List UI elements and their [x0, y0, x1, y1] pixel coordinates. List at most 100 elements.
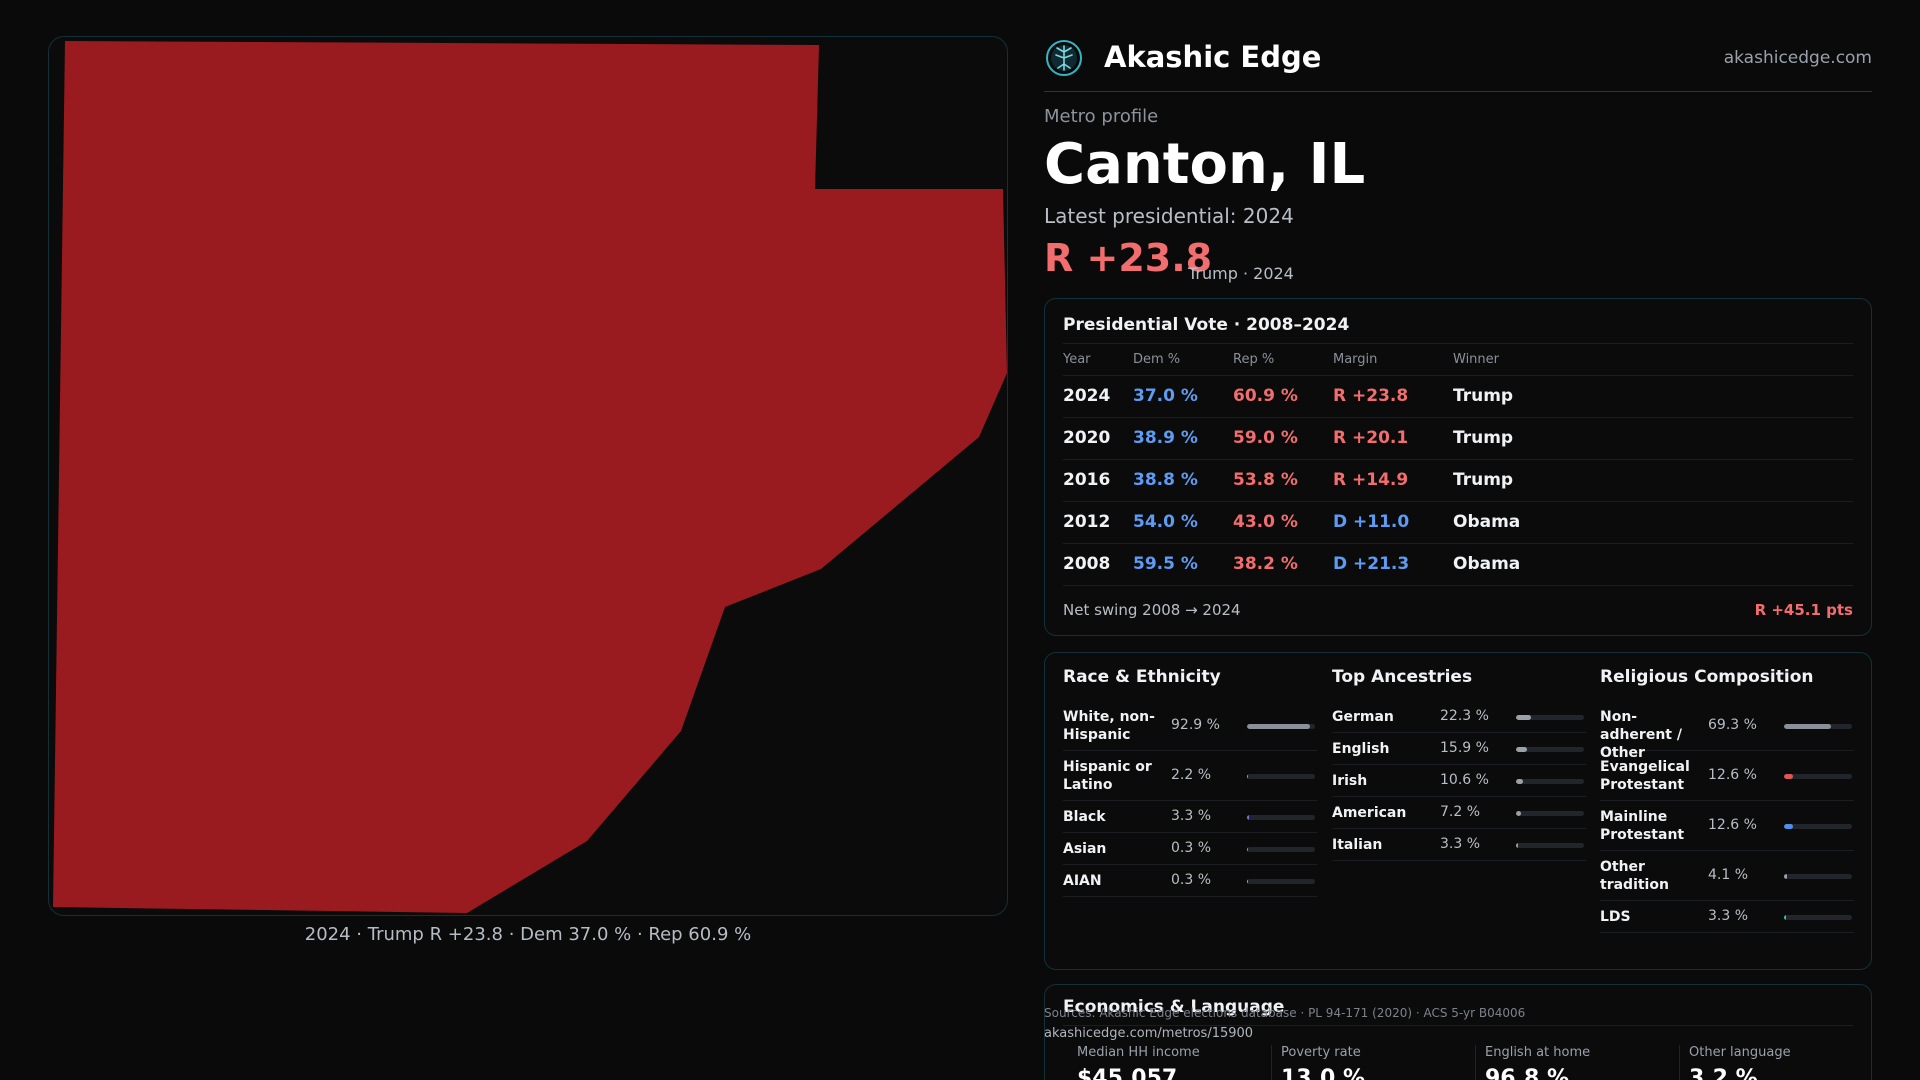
- race-percent: 0.3 %: [1171, 872, 1212, 888]
- ancestry-percent: 10.6 %: [1440, 772, 1489, 788]
- dem-cell: 37.0 %: [1133, 386, 1198, 406]
- year-cell: 2024: [1063, 386, 1111, 406]
- religion-percent: 3.3 %: [1708, 908, 1749, 924]
- economics-language-card: Economics & Language Median HH income $4…: [1044, 984, 1872, 1080]
- map-caption: 2024 · Trump R +23.8 · Dem 37.0 % · Rep …: [304, 924, 752, 945]
- religion-bar-fill: [1784, 824, 1793, 829]
- race-label: Black: [1063, 809, 1106, 825]
- race-bar: [1247, 879, 1315, 884]
- religion-bar: [1784, 824, 1852, 829]
- ancestry-bar: [1516, 811, 1584, 816]
- vote-table-header: Year Dem % Rep % Margin Winner: [1063, 344, 1853, 376]
- race-row: Hispanic or Latino 2.2 %: [1063, 751, 1317, 801]
- ancestry-label: English: [1332, 741, 1390, 757]
- race-ethnicity-section: Race & Ethnicity White, non-Hispanic 92.9…: [1063, 667, 1317, 897]
- race-row: White, non-Hispanic 92.9 %: [1063, 701, 1317, 751]
- metro-map[interactable]: [48, 36, 1008, 916]
- race-bar: [1247, 724, 1315, 729]
- ancestry-percent: 22.3 %: [1440, 708, 1489, 724]
- vote-row-2024: 2024 37.0 % 60.9 % R +23.8 Trump: [1063, 376, 1853, 418]
- dem-cell: 59.5 %: [1133, 554, 1198, 574]
- stat-poverty-rate: Poverty rate 13.0 %: [1281, 1045, 1471, 1080]
- metro-boundary-shape[interactable]: [53, 41, 1007, 913]
- religion-label: LDS: [1600, 909, 1631, 925]
- ancestry-percent: 3.3 %: [1440, 836, 1481, 852]
- site-header: Akashic Edge akashicedge.com: [1044, 36, 1872, 92]
- header-winner: Winner: [1453, 352, 1500, 367]
- vote-row-2016: 2016 38.8 % 53.8 % R +14.9 Trump: [1063, 460, 1853, 502]
- ancestry-row: German 22.3 %: [1332, 701, 1586, 733]
- religion-label: Evangelical Protestant: [1600, 759, 1690, 793]
- net-swing-value: R +45.1 pts: [1754, 601, 1853, 619]
- ancestry-label: American: [1332, 805, 1407, 821]
- religion-row: Evangelical Protestant 12.6 %: [1600, 751, 1854, 801]
- net-swing-label: Net swing 2008 → 2024: [1063, 601, 1241, 619]
- ancestry-bar-fill: [1516, 843, 1519, 848]
- ancestry-label: Italian: [1332, 837, 1383, 853]
- map-svg: [53, 41, 1007, 913]
- race-bar-fill: [1247, 724, 1311, 729]
- margin-cell: D +11.0: [1333, 512, 1410, 532]
- winner-cell: Obama: [1453, 512, 1521, 532]
- rep-cell: 38.2 %: [1233, 554, 1298, 574]
- ancestry-row: Irish 10.6 %: [1332, 765, 1586, 797]
- ancestry-row: American 7.2 %: [1332, 797, 1586, 829]
- stat-label: Other language: [1689, 1045, 1791, 1060]
- site-link[interactable]: akashicedge.com: [1723, 48, 1872, 68]
- race-title: Race & Ethnicity: [1063, 667, 1221, 687]
- ancestry-row: Italian 3.3 %: [1332, 829, 1586, 861]
- stat-value: 13.0 %: [1281, 1066, 1365, 1080]
- ancestry-row: English 15.9 %: [1332, 733, 1586, 765]
- stat-divider: [1679, 1045, 1680, 1080]
- ancestry-bar: [1516, 715, 1584, 720]
- dem-cell: 54.0 %: [1133, 512, 1198, 532]
- race-bar: [1247, 847, 1315, 852]
- profile-eyebrow: Metro profile: [1044, 106, 1159, 127]
- dem-cell: 38.9 %: [1133, 428, 1198, 448]
- race-label: AIAN: [1063, 873, 1102, 889]
- dem-cell: 38.8 %: [1133, 470, 1198, 490]
- religion-bar: [1784, 874, 1852, 879]
- ancestry-bar-fill: [1516, 779, 1524, 784]
- winner-cell: Trump: [1453, 470, 1514, 490]
- year-cell: 2008: [1063, 554, 1111, 574]
- religion-bar-fill: [1784, 774, 1793, 779]
- header-rep: Rep %: [1233, 352, 1275, 367]
- religion-row: Other tradition 4.1 %: [1600, 851, 1854, 901]
- ancestry-bar: [1516, 843, 1584, 848]
- vote-table: Year Dem % Rep % Margin Winner 2024 37.0 …: [1063, 343, 1853, 586]
- race-bar-fill: [1247, 815, 1250, 820]
- stat-median-income: Median HH income $45,057: [1077, 1045, 1267, 1080]
- brand-name[interactable]: Akashic Edge: [1104, 40, 1322, 74]
- ancestry-section: Top Ancestries German 22.3 % English 15.9 %…: [1332, 667, 1586, 861]
- stat-label: English at home: [1485, 1045, 1591, 1060]
- latest-margin-subtitle: Trump · 2024: [1188, 264, 1294, 283]
- ancestry-bar-fill: [1516, 747, 1527, 752]
- race-percent: 0.3 %: [1171, 840, 1212, 856]
- winner-cell: Trump: [1453, 428, 1514, 448]
- race-bar: [1247, 815, 1315, 820]
- permalink[interactable]: akashicedge.com/metros/15900: [1044, 1026, 1254, 1041]
- year-cell: 2020: [1063, 428, 1111, 448]
- race-label: Asian: [1063, 841, 1107, 857]
- ancestry-label: Irish: [1332, 773, 1368, 789]
- economics-title: Economics & Language: [1063, 997, 1285, 1017]
- ancestry-bar-fill: [1516, 715, 1532, 720]
- religion-row: Non-adherent / Other 69.3 %: [1600, 701, 1854, 761]
- margin-cell: R +20.1: [1333, 428, 1409, 448]
- race-label: White, non-Hispanic: [1063, 709, 1155, 743]
- race-percent: 3.3 %: [1171, 808, 1212, 824]
- tree-of-life-icon[interactable]: [1044, 38, 1084, 78]
- ancestry-bar: [1516, 747, 1584, 752]
- rep-cell: 59.0 %: [1233, 428, 1298, 448]
- rep-cell: 53.8 %: [1233, 470, 1298, 490]
- religion-percent: 4.1 %: [1708, 867, 1749, 883]
- stat-value: 96.8 %: [1485, 1066, 1569, 1080]
- ancestry-bar: [1516, 779, 1584, 784]
- religion-bar-fill: [1784, 915, 1787, 920]
- religion-bar-fill: [1784, 724, 1832, 729]
- latest-margin: R +23.8: [1044, 236, 1213, 280]
- stat-english-at-home: English at home 96.8 %: [1485, 1045, 1675, 1080]
- margin-cell: R +23.8: [1333, 386, 1409, 406]
- religion-bar: [1784, 915, 1852, 920]
